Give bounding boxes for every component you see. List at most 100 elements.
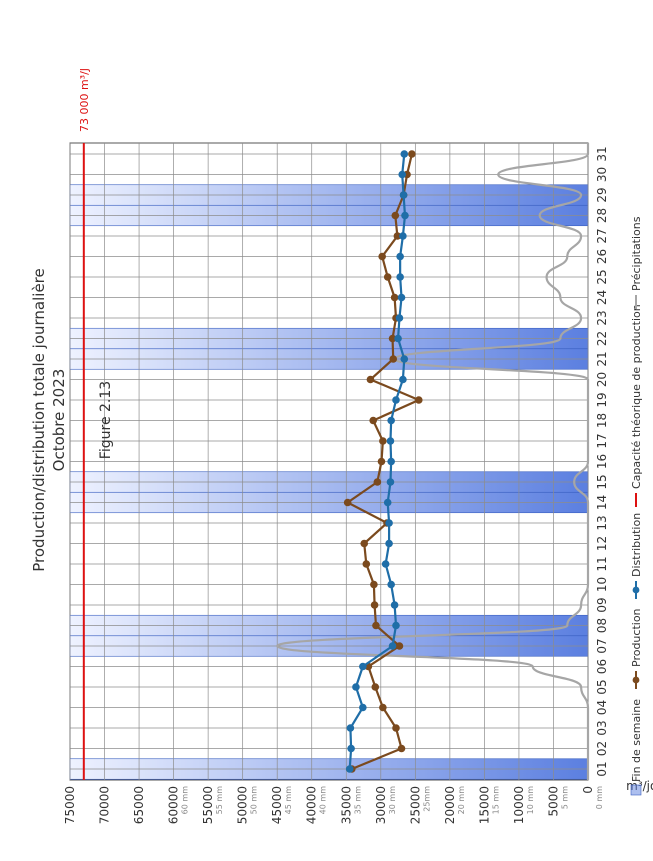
precip-line [276,143,590,780]
precip-tick-label: 55 mm [215,786,224,815]
distribution-point [399,232,407,240]
x-tick-label: 23 [595,310,609,325]
y-tick-label: 10000 [512,786,526,824]
x-tick-label: 12 [595,536,609,551]
distribution-point [347,744,355,753]
distribution-point [388,642,397,650]
legend-distribution-label: Distribution [630,513,643,577]
production-point [391,211,400,220]
x-tick-label: 10 [595,577,609,592]
distribution-point [394,334,402,343]
precip-tick-label: 10 mm [526,786,535,815]
x-tick-label: 27 [595,228,609,243]
production-point [372,621,380,630]
y-tick-label: 55000 [201,786,215,824]
production-point [395,642,404,650]
legend-distribution-marker [632,586,640,594]
distribution-point [396,252,404,261]
production-point [366,375,375,384]
production-point [383,273,392,281]
production-point [360,539,369,548]
distribution-point [386,478,395,486]
x-tick-label: 04 [595,700,609,715]
x-tick-label: 15 [595,474,609,489]
distribution-point [392,396,400,404]
x-tick-label: 01 [595,761,609,776]
x-tick-label: 21 [595,351,609,366]
distribution-point [383,498,392,507]
precip-tick-label: 35 mm [353,786,362,815]
production-point [408,150,416,158]
legend-production-marker [632,676,640,684]
x-tick-label: 08 [595,618,609,633]
distribution-point [352,683,360,691]
production-point [343,498,352,507]
production-point [362,560,371,568]
distribution-point [386,437,395,445]
production-point [393,232,402,240]
x-tick-label: 02 [595,741,609,756]
distribution-point [397,293,406,302]
x-tick-label: 30 [595,167,609,182]
distribution-point [390,601,399,609]
y-tick-label: 50000 [236,786,250,824]
distribution-point [387,580,395,589]
production-point [369,416,378,425]
x-tick-label: 20 [595,372,609,387]
legend-weekend-swatch [630,784,642,796]
y-tick-label: 75000 [63,786,77,824]
capacity-label: 73 000 m³/J [78,68,91,132]
x-tick-labels: 01 02 03 04 05 06 07 08 09 10 11 12 13 14 15 16 17 18 19 20… [595,146,609,776]
x-tick-label: 31 [595,146,609,161]
distribution-point [399,375,407,384]
legend-weekend-label: Fin de semaine [630,699,643,782]
production-point [392,724,400,732]
y-tick-label: 70000 [98,786,112,824]
y-tick-label: 60000 [167,786,181,824]
y-tick-label: 25000 [408,786,422,824]
precip-tick-label: 45 mm [284,786,293,815]
precip-tick-label: 15 mm [491,786,500,815]
y-tick-label: 20000 [443,786,457,824]
legend-production-label: Production [630,608,643,667]
x-tick-label: 24 [595,290,609,305]
x-tick-label: 06 [595,659,609,674]
distribution-point [385,539,393,548]
y-tick-label: 35000 [339,786,353,824]
x-tick-label: 16 [595,454,609,469]
distribution-point [385,519,393,527]
precip-tick-label: 50 mm [250,786,259,815]
y-tick-label: 40000 [305,786,319,824]
y-tick-labels: 0 5000 10000 15000 20000 25000 30000 35000 40000… [63,786,604,824]
x-tick-label: 14 [595,495,609,510]
distribution-point [400,150,409,158]
legend: Fin de semaine Production Distribution C… [630,216,643,796]
chart-subtitle: Octobre 2023 [50,369,68,472]
x-tick-label: 17 [595,433,609,448]
production-point [373,478,382,486]
x-tick-label: 05 [595,679,609,694]
series-lines [82,143,590,780]
distribution-point [387,457,395,466]
distribution-point [359,703,367,712]
production-point [388,334,397,343]
x-tick-label: 19 [595,392,609,407]
x-tick-label: 09 [595,597,609,612]
x-tick-label: 18 [595,413,609,428]
distribution-point [396,273,404,281]
production-point [379,437,387,445]
distribution-point [395,314,404,322]
distribution-point [398,170,407,179]
production-point [377,457,386,466]
precip-tick-label: 60 mm [181,786,190,815]
legend-precip-label: Précipitations [630,216,643,291]
x-tick-label: 26 [595,249,609,264]
x-tick-label: 11 [595,556,609,571]
production-point [370,580,378,589]
chart-title: Production/distribution totale journaliè… [30,268,48,572]
distribution-point [345,765,354,773]
precip-tick-label: 25mm [422,786,431,812]
x-tick-label: 28 [595,208,609,223]
x-tick-label: 22 [595,331,609,346]
